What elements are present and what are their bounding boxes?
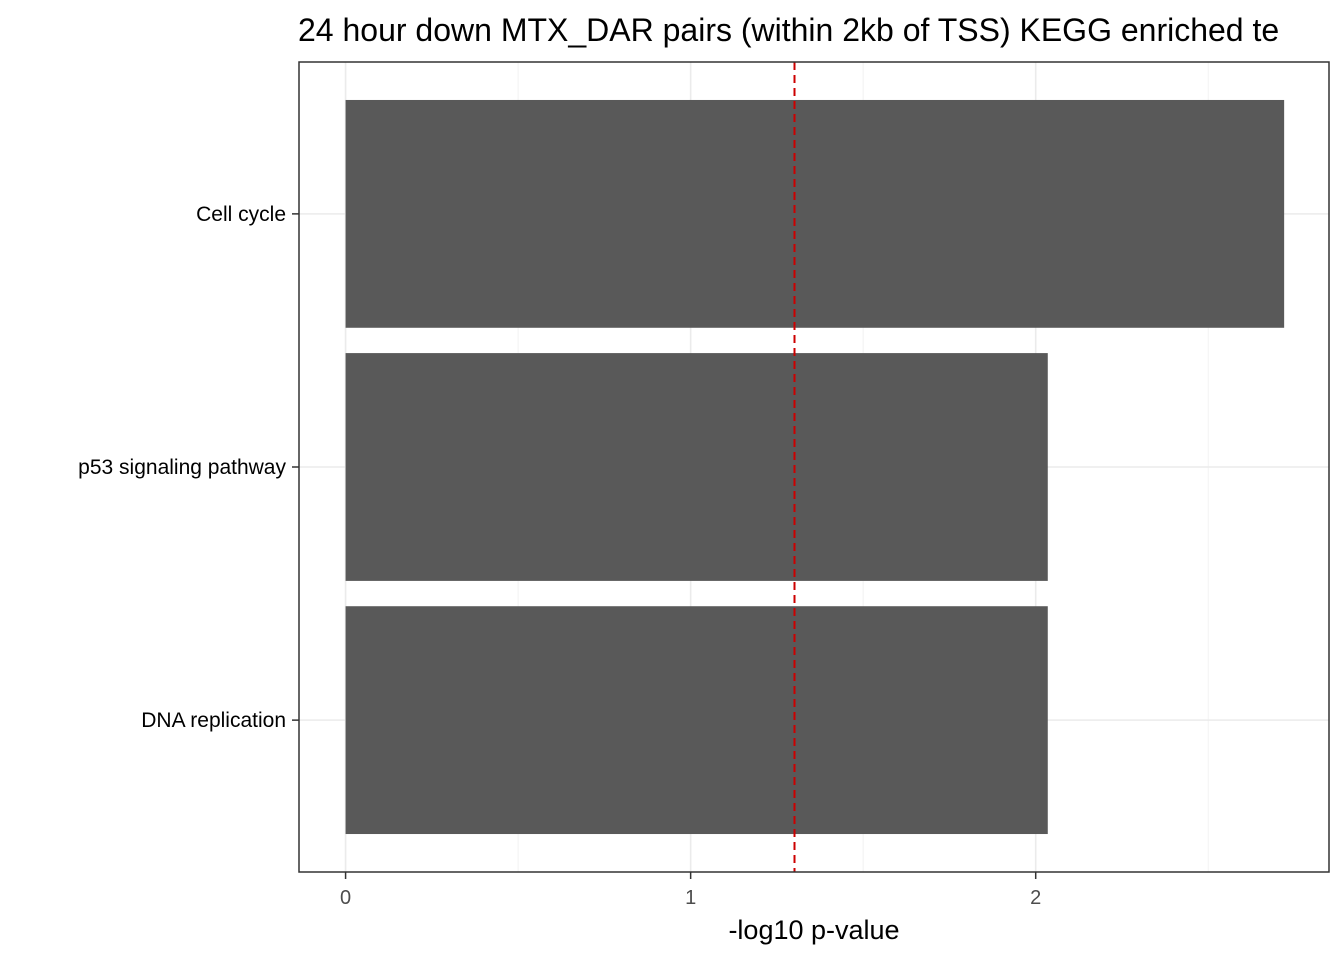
axes: Cell cycle p53 signaling pathway DNA repli…	[78, 203, 1041, 909]
x-tick-label: 1	[685, 887, 696, 909]
bar-cell-cycle	[345, 99, 1285, 328]
x-tick-label: 0	[340, 887, 351, 909]
bar-p53-signaling-pathway	[345, 353, 1048, 581]
x-axis-title: -log10 p-value	[728, 915, 899, 945]
y-tick-label: Cell cycle	[196, 203, 286, 226]
bar-dna-replication	[345, 606, 1048, 835]
chart-title: 24 hour down MTX_DAR pairs (within 2kb o…	[298, 12, 1279, 48]
y-tick-label: p53 signaling pathway	[78, 456, 286, 479]
x-tick-label: 2	[1030, 887, 1041, 909]
bars	[345, 99, 1285, 835]
y-tick-label: DNA replication	[141, 709, 286, 732]
